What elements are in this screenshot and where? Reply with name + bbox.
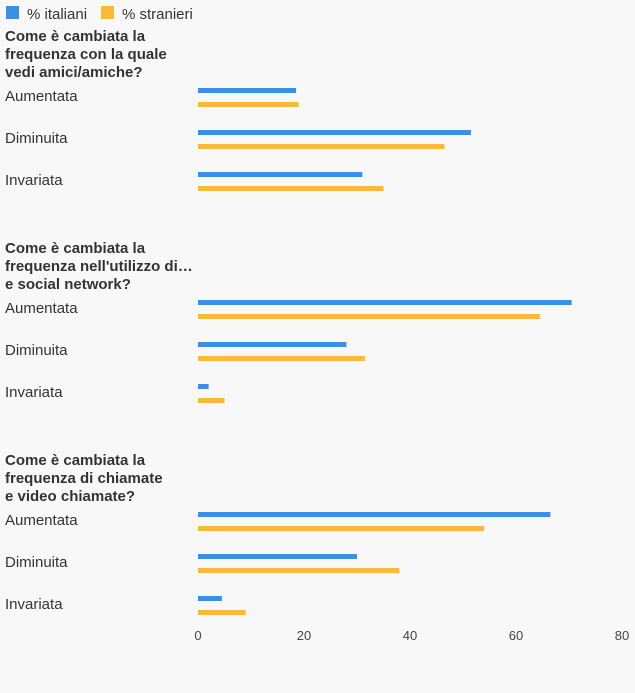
category-label: Diminuita (5, 130, 68, 147)
category-label: Diminuita (5, 554, 68, 571)
x-tick-label: 80 (615, 628, 629, 643)
bar-stranieri (198, 610, 246, 615)
bar-stranieri (198, 398, 225, 403)
category-label: Invariata (5, 384, 63, 401)
bar-stranieri (198, 526, 485, 531)
x-tick-label: 60 (509, 628, 523, 643)
legend-label-1: % stranieri (122, 6, 193, 23)
x-tick-label: 20 (297, 628, 311, 643)
bar-stranieri (198, 314, 540, 319)
x-axis: 0 20 40 60 80 (194, 628, 629, 643)
group-title-line: Come è cambiata la (5, 28, 146, 45)
group-title-line: Come è cambiata la (5, 452, 146, 469)
group-title-line: frequenza con la quale (5, 46, 167, 63)
legend-swatch-1 (101, 6, 114, 19)
legend-label-0: % italiani (27, 6, 87, 23)
bar-italiani (198, 88, 297, 93)
bar-italiani (198, 300, 572, 305)
bar-stranieri (198, 144, 445, 149)
category-label: Diminuita (5, 342, 68, 359)
bar-italiani (198, 342, 347, 347)
category-label: Invariata (5, 596, 63, 613)
bar-stranieri (198, 568, 400, 573)
bar-italiani (198, 554, 357, 559)
bar-italiani (198, 130, 471, 135)
bar-italiani (198, 512, 551, 517)
bar-stranieri (198, 186, 384, 191)
category-label: Aumentata (5, 512, 78, 529)
x-tick-label: 0 (194, 628, 201, 643)
legend: % italiani % stranieri (6, 6, 193, 23)
category-label: Aumentata (5, 300, 78, 317)
x-tick-label: 40 (403, 628, 417, 643)
bar-stranieri (198, 102, 299, 107)
group-title-line: e social network? (5, 276, 131, 293)
bar-italiani (198, 384, 209, 389)
category-label: Invariata (5, 172, 63, 189)
group-title-line: frequenza di chiamate (5, 470, 163, 487)
bar-italiani (198, 596, 222, 601)
group-title-line: frequenza nell'utilizzo di… (5, 258, 193, 275)
group-title-line: Come è cambiata la (5, 240, 146, 257)
category-label: Aumentata (5, 88, 78, 105)
legend-swatch-0 (6, 6, 19, 19)
group-title-line: e video chiamate? (5, 488, 135, 505)
group-title-line: vedi amici/amiche? (5, 64, 143, 81)
bar-italiani (198, 172, 363, 177)
bar-stranieri (198, 356, 365, 361)
